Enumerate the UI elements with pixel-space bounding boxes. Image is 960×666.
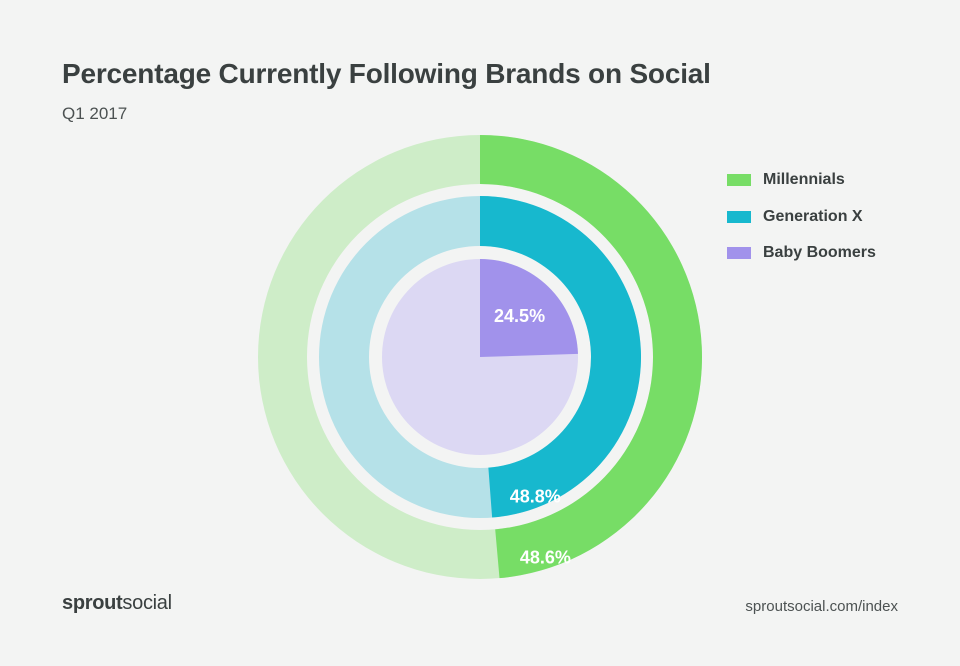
legend-item-millennials: Millennials: [727, 170, 876, 190]
chart-subtitle: Q1 2017: [62, 104, 128, 123]
chart-title: Percentage Currently Following Brands on…: [62, 58, 711, 89]
data-label-millennials: 48.6%: [520, 548, 571, 568]
logo-word-social: social: [122, 592, 172, 614]
logo-word-sprout: sprout: [62, 592, 123, 614]
legend-swatch-generation-x: [727, 210, 751, 223]
legend-label-baby-boomers: Baby Boomers: [763, 244, 876, 261]
data-label-baby-boomers: 24.5%: [494, 306, 545, 326]
legend-label-generation-x: Generation X: [763, 207, 863, 225]
data-label-generation-x: 48.8%: [510, 487, 561, 507]
footer-url: sproutsocial.com/index: [745, 598, 898, 615]
ring-segment-millennials: [480, 135, 703, 579]
sproutsocial-logo: sproutsocial: [62, 592, 172, 615]
ring-segment-generation-x: [480, 196, 642, 518]
ring-segment-baby-boomers: [480, 259, 578, 357]
legend: Millennials Generation X Baby Boomers: [727, 170, 876, 280]
legend-swatch-millennials: [727, 174, 751, 186]
legend-swatch-baby-boomers: [727, 247, 751, 259]
legend-item-baby-boomers: Baby Boomers: [727, 243, 876, 263]
legend-item-generation-x: Generation X: [727, 207, 876, 227]
legend-label-millennials: Millennials: [763, 171, 845, 188]
